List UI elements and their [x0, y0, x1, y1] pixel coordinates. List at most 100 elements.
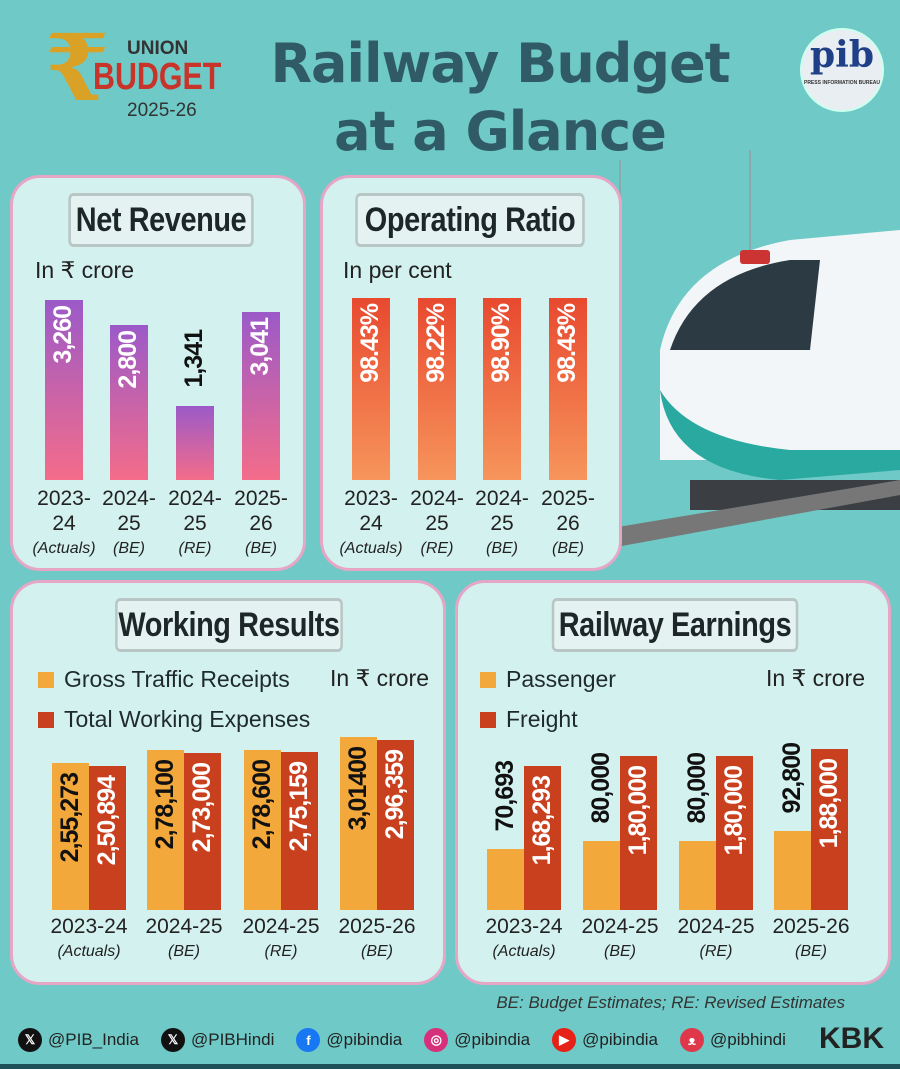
- category-text: 2025-26: [338, 915, 416, 938]
- data-label: 2,78,600: [248, 760, 276, 850]
- category-label: 2023-24 (Actuals): [323, 486, 419, 561]
- social-links: 𝕏 @PIB_India 𝕏 @PIBHindi f @pibindia ◎ @pibindi…: [18, 1028, 786, 1052]
- category-text: (RE): [420, 540, 454, 557]
- data-label: 2,73,000: [188, 763, 216, 853]
- category-text: (BE): [604, 943, 636, 960]
- category-label: 2025-26 (BE): [520, 486, 616, 561]
- category-text: 24: [359, 512, 383, 535]
- bar-series-1: [340, 737, 377, 910]
- bar-series-2: [524, 765, 561, 910]
- category-text: 25: [117, 512, 141, 535]
- category-text: 24: [52, 512, 76, 535]
- operating-ratio-title: Operating Ratio: [355, 193, 585, 247]
- social-handle: @pibindia: [326, 1030, 403, 1049]
- bar-series-2: [89, 765, 126, 910]
- category-text: (RE): [264, 943, 298, 960]
- bar: [418, 298, 456, 480]
- category-text: (RE): [178, 540, 212, 557]
- railway-earnings-title: Railway Earnings: [551, 598, 799, 652]
- category-label: 2024-25 (RE): [389, 486, 485, 561]
- category-text: 2024-: [475, 487, 529, 510]
- logo-union: UNION: [127, 38, 189, 59]
- category-text: 25: [425, 512, 449, 535]
- youtube-icon: ▶: [552, 1028, 577, 1052]
- legend-swatch: [480, 711, 496, 728]
- bar-series-2: [811, 749, 848, 910]
- category-text: 25: [490, 512, 514, 535]
- working-results-unit: In ₹ crore: [330, 665, 429, 691]
- category-label: 2025-26 (BE): [329, 914, 425, 964]
- bar-series-1: [52, 763, 89, 910]
- footnote: BE: Budget Estimates; RE: Revised Estima…: [496, 993, 845, 1012]
- data-label: 98.90%: [487, 304, 515, 383]
- social-handle: @PIB_India: [48, 1030, 139, 1049]
- pib-caption: PRESS INFORMATION BUREAU: [803, 80, 881, 86]
- social-link[interactable]: ▶ @pibindia: [552, 1028, 658, 1052]
- category-text: 2023-: [37, 487, 91, 510]
- data-label: 3,01400: [344, 747, 372, 831]
- category-label: 2024-25 (BE): [136, 914, 232, 964]
- category-text: 26: [556, 512, 580, 535]
- social-link[interactable]: ◎ @pibindia: [424, 1028, 530, 1052]
- vande-bharat-train-illustration: [600, 150, 900, 550]
- category-text: (Actuals): [492, 943, 556, 960]
- social-handle: @pibindia: [454, 1030, 531, 1049]
- x-icon: 𝕏: [160, 1028, 185, 1052]
- data-label: 1,88,000: [815, 759, 843, 849]
- category-text: (BE): [486, 540, 518, 557]
- data-label: 1,341: [180, 329, 208, 388]
- bar: [242, 312, 280, 480]
- data-label: 2,96,359: [381, 749, 409, 840]
- legend-label: Passenger: [506, 666, 616, 692]
- social-link[interactable]: ᴥ @pibhindi: [680, 1028, 786, 1052]
- legend-label: Total Working Expenses: [64, 706, 311, 732]
- category-label: 2025-26 (BE): [213, 486, 309, 561]
- logo-budget: BUDGET: [93, 56, 222, 98]
- social-link[interactable]: 𝕏 @PIB_India: [18, 1028, 139, 1052]
- railway-earnings-unit: In ₹ crore: [766, 665, 865, 691]
- category-text: 2024-25: [242, 915, 320, 938]
- category-label: 2024-25 (BE): [81, 486, 177, 561]
- legend-label: Gross Traffic Receipts: [64, 666, 290, 692]
- category-label: 2023-24 (Actuals): [16, 486, 112, 561]
- category-text: (RE): [699, 943, 733, 960]
- legend-swatch: [38, 671, 54, 688]
- data-label: 1,68,293: [528, 775, 556, 866]
- category-text: 2024-: [168, 487, 222, 510]
- data-label: 2,55,273: [56, 773, 84, 863]
- category-text: 2024-25: [677, 915, 755, 938]
- social-handle: @PIBHindi: [190, 1030, 275, 1049]
- bar: [352, 298, 390, 480]
- designer-initials: KBK: [819, 1022, 884, 1055]
- category-text: (Actuals): [32, 540, 96, 557]
- bar: [483, 298, 521, 480]
- bar-series-2: [184, 753, 221, 910]
- social-link[interactable]: f @pibindia: [296, 1028, 402, 1052]
- page-title: Railway Budget at a Glance: [250, 30, 750, 166]
- data-label: 3,260: [49, 306, 77, 364]
- instagram-icon: ◎: [424, 1028, 449, 1052]
- bar: [110, 325, 148, 480]
- category-label: 2023-24 (Actuals): [41, 914, 137, 964]
- category-label: 2024-25 (BE): [454, 486, 550, 561]
- operating-ratio-unit: In per cent: [343, 257, 452, 283]
- category-text: 25: [183, 512, 207, 535]
- data-label: 2,50,894: [93, 775, 121, 866]
- bar-series-2: [620, 755, 657, 910]
- legend-item: Total Working Expenses: [38, 706, 310, 733]
- category-text: (BE): [113, 540, 145, 557]
- bar-series-1: [774, 830, 811, 910]
- rupee-icon: ₹: [45, 14, 110, 122]
- data-label: 2,800: [114, 331, 142, 389]
- category-text: 2023-24: [485, 915, 563, 938]
- category-text: (BE): [552, 540, 584, 557]
- category-text: 26: [249, 512, 273, 535]
- bar: [549, 298, 587, 480]
- legend-swatch: [480, 671, 496, 688]
- category-text: (BE): [245, 540, 277, 557]
- data-label: 2,78,100: [151, 760, 179, 850]
- data-label: 98.22%: [422, 304, 450, 383]
- bar-series-2: [281, 752, 318, 910]
- facebook-icon: f: [296, 1028, 321, 1052]
- social-link[interactable]: 𝕏 @PIBHindi: [160, 1028, 275, 1052]
